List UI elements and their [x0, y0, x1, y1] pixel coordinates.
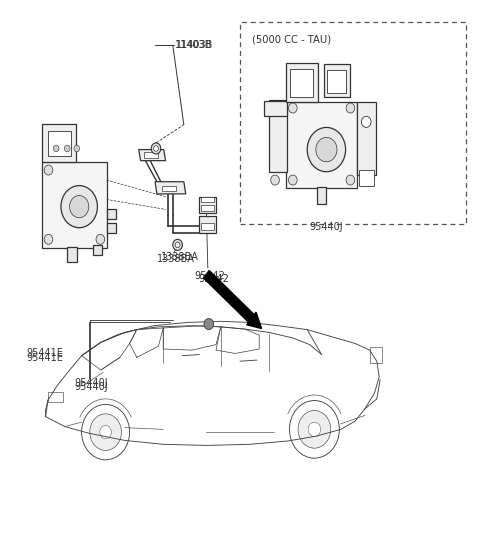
Circle shape: [173, 239, 182, 250]
Circle shape: [298, 411, 331, 448]
Circle shape: [346, 103, 355, 113]
Bar: [48, 392, 63, 402]
Bar: [327, 70, 346, 93]
Bar: [286, 102, 357, 188]
Circle shape: [74, 145, 80, 152]
Text: (5000 CC - TAU): (5000 CC - TAU): [252, 34, 331, 44]
Bar: [93, 245, 102, 255]
Circle shape: [288, 103, 297, 113]
Polygon shape: [139, 150, 166, 161]
Circle shape: [64, 145, 70, 152]
Bar: [162, 186, 176, 191]
Circle shape: [204, 319, 214, 330]
Circle shape: [288, 175, 297, 185]
Text: 95442: 95442: [198, 274, 229, 284]
Circle shape: [175, 242, 180, 248]
Circle shape: [70, 196, 89, 218]
Circle shape: [151, 143, 161, 154]
Bar: [286, 63, 318, 102]
Circle shape: [82, 404, 130, 460]
Bar: [324, 64, 350, 97]
Text: 95440J: 95440J: [310, 222, 343, 232]
Bar: [48, 131, 71, 156]
Circle shape: [289, 401, 339, 458]
Circle shape: [90, 414, 121, 450]
Bar: [359, 170, 374, 186]
Circle shape: [44, 234, 53, 244]
Text: 95440J: 95440J: [74, 382, 108, 392]
Text: 11403B: 11403B: [175, 40, 213, 50]
Bar: [42, 124, 76, 162]
Bar: [317, 187, 326, 204]
Polygon shape: [155, 182, 186, 194]
Circle shape: [361, 116, 371, 127]
Bar: [201, 197, 214, 202]
Text: 1338BA: 1338BA: [161, 252, 199, 262]
Bar: [264, 101, 287, 116]
Bar: [269, 100, 287, 172]
Polygon shape: [199, 197, 216, 213]
Circle shape: [100, 425, 111, 439]
Text: 11403B: 11403B: [176, 40, 214, 50]
Circle shape: [271, 175, 279, 185]
Circle shape: [44, 165, 53, 175]
Bar: [240, 22, 466, 224]
Text: 95442: 95442: [194, 271, 225, 281]
Bar: [201, 223, 214, 230]
Circle shape: [308, 422, 321, 437]
Circle shape: [61, 186, 97, 228]
Polygon shape: [199, 216, 216, 233]
Circle shape: [96, 234, 105, 244]
Text: 95440J: 95440J: [74, 378, 108, 388]
Text: 95441E: 95441E: [26, 348, 63, 358]
Bar: [201, 205, 214, 211]
Bar: [42, 162, 107, 248]
Bar: [144, 152, 158, 158]
Circle shape: [307, 127, 346, 172]
Text: 95441E: 95441E: [26, 353, 63, 363]
Bar: [357, 102, 376, 175]
Bar: [370, 347, 382, 363]
FancyArrow shape: [204, 270, 262, 329]
Bar: [107, 223, 116, 233]
Bar: [290, 69, 313, 97]
Circle shape: [346, 175, 355, 185]
Bar: [107, 209, 116, 219]
Text: 1338BA: 1338BA: [157, 254, 195, 264]
Circle shape: [316, 137, 337, 162]
Circle shape: [53, 145, 59, 152]
Bar: [67, 247, 77, 262]
Circle shape: [154, 146, 158, 151]
